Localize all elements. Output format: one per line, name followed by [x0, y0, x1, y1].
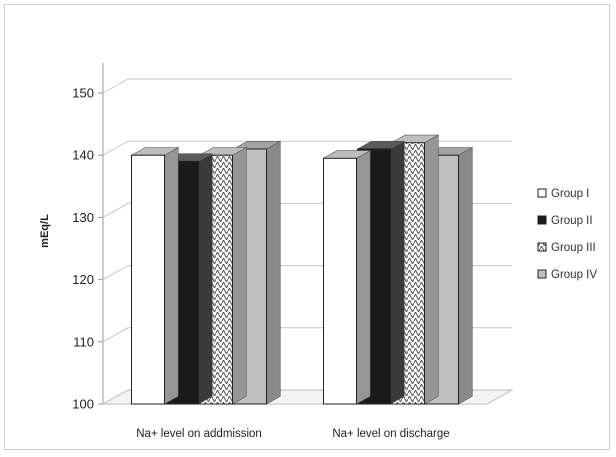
legend-item: Group III — [537, 242, 596, 254]
legend-swatch — [537, 215, 547, 225]
bar-side — [390, 140, 405, 405]
y-axis: 100 110 120 130 140 150 — [72, 86, 103, 412]
legend-swatch — [537, 242, 547, 252]
legend-item: Group IV — [537, 269, 597, 281]
bar-side — [266, 140, 281, 405]
y-axis-label: mEq/L — [39, 214, 51, 248]
y-tick-label: 120 — [72, 272, 94, 287]
x-tick-label: Na+ level on addmission — [136, 428, 262, 440]
bar-side — [458, 146, 473, 405]
x-tick-label: Na+ level on discharge — [332, 428, 449, 440]
legend-label: Group III — [551, 242, 596, 254]
y-tick-label: 110 — [73, 334, 94, 349]
bar-side — [424, 134, 439, 405]
y-tick-label: 100 — [72, 397, 94, 412]
bar-side — [198, 153, 213, 405]
gridline — [102, 78, 512, 94]
legend-swatch — [537, 269, 547, 279]
bar-front — [131, 154, 165, 405]
y-tick-label: 150 — [72, 86, 94, 101]
bar-side — [232, 146, 247, 405]
legend-label: Group IV — [551, 269, 597, 281]
bar-side — [356, 150, 371, 405]
x-axis: Na+ level on addmission Na+ level on disc… — [136, 428, 449, 440]
legend: Group I Group II Group III Group IV — [537, 188, 597, 281]
legend-swatch — [537, 188, 547, 198]
bar — [322, 150, 372, 405]
bar — [130, 146, 180, 405]
legend-label: Group I — [551, 188, 589, 200]
bar-front — [323, 157, 357, 405]
legend-item: Group II — [537, 215, 593, 227]
bar-side — [164, 146, 179, 405]
legend-label: Group II — [551, 215, 593, 227]
y-tick-label: 140 — [72, 148, 94, 163]
y-tick-label: 130 — [72, 210, 94, 225]
bar-series — [130, 134, 474, 405]
legend-item: Group I — [537, 188, 589, 200]
chart-frame — [4, 4, 610, 450]
